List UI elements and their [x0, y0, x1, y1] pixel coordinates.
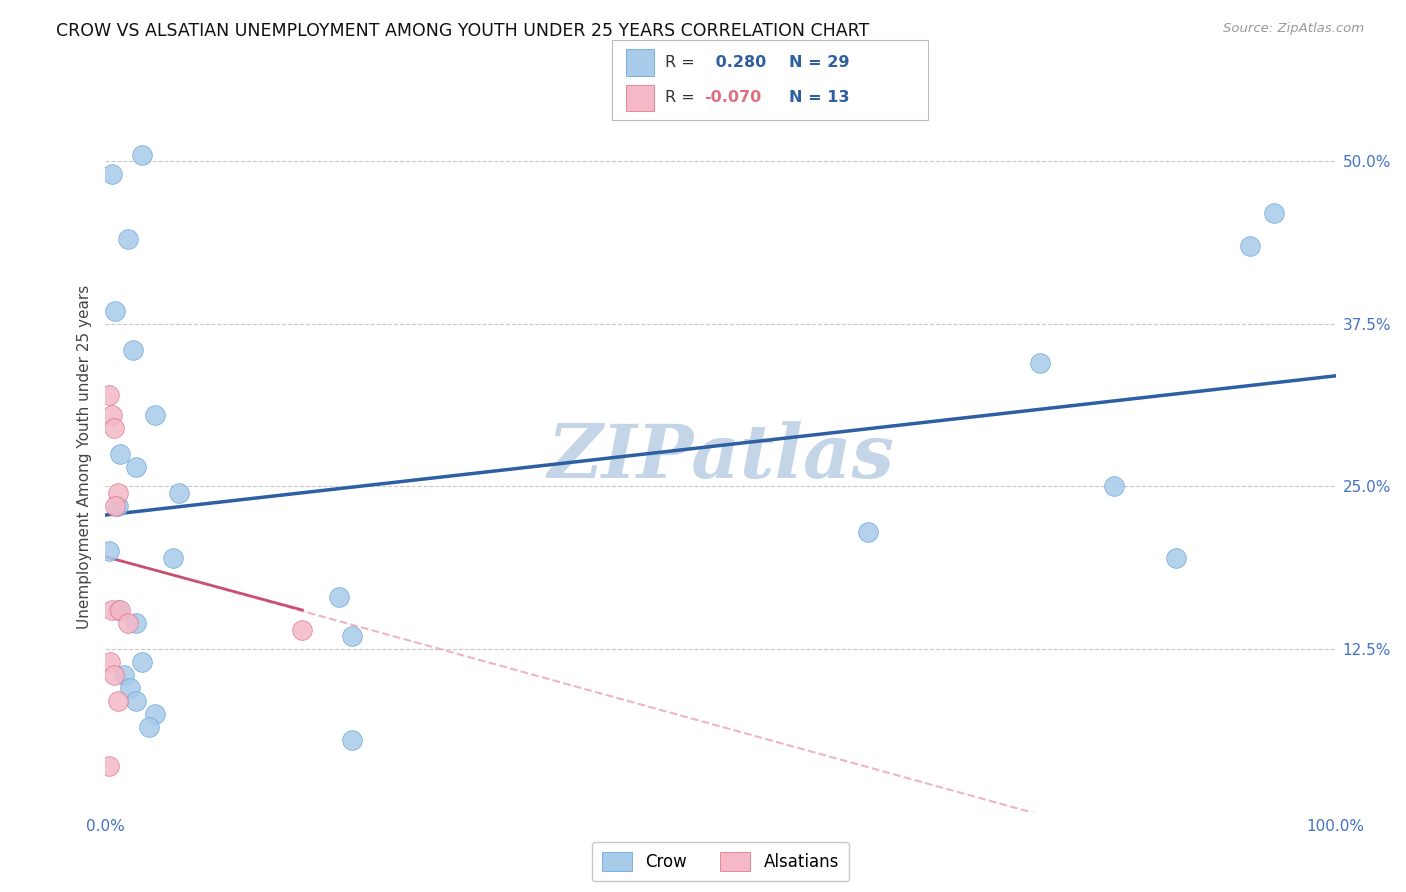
Point [131, 147, 153, 161]
Text: Source: ZipAtlas.com: Source: ZipAtlas.com [1223, 22, 1364, 36]
Y-axis label: Unemployment Among Youth under 25 years: Unemployment Among Youth under 25 years [76, 285, 91, 629]
Point [103, 421, 125, 435]
Point [120, 681, 141, 695]
Text: -0.070: -0.070 [704, 90, 762, 105]
Point [169, 486, 191, 500]
Point [858, 524, 880, 539]
Point [107, 499, 129, 513]
Point [107, 694, 129, 708]
Point [104, 499, 127, 513]
Point [121, 343, 143, 357]
Point [98, 759, 121, 773]
Point [107, 486, 129, 500]
Text: ZIPatlas: ZIPatlas [547, 421, 894, 493]
Point [340, 629, 363, 643]
Point [1239, 238, 1261, 252]
Legend: Crow, Alsatians: Crow, Alsatians [592, 842, 849, 881]
Point [104, 303, 127, 318]
Point [98, 544, 121, 558]
Point [162, 551, 184, 566]
Point [103, 668, 125, 682]
Point [110, 447, 132, 461]
Point [131, 655, 153, 669]
Point [100, 167, 122, 181]
Point [138, 720, 160, 734]
Point [143, 707, 166, 722]
Point [1029, 356, 1052, 370]
Point [340, 733, 363, 747]
Point [1263, 206, 1285, 220]
Point [100, 408, 122, 422]
Point [125, 615, 148, 630]
Point [110, 603, 132, 617]
Point [1164, 551, 1187, 566]
Point [328, 590, 350, 604]
Text: R =: R = [665, 55, 700, 70]
Point [107, 603, 129, 617]
Point [117, 615, 139, 630]
Point [291, 623, 314, 637]
Point [1102, 479, 1125, 493]
Text: 0.280: 0.280 [710, 55, 766, 70]
Text: N = 29: N = 29 [789, 55, 849, 70]
Point [98, 388, 121, 402]
Point [125, 694, 148, 708]
Text: N = 13: N = 13 [789, 90, 849, 105]
Text: CROW VS ALSATIAN UNEMPLOYMENT AMONG YOUTH UNDER 25 YEARS CORRELATION CHART: CROW VS ALSATIAN UNEMPLOYMENT AMONG YOUT… [56, 22, 869, 40]
Point [100, 603, 122, 617]
Point [143, 408, 166, 422]
Point [117, 232, 139, 246]
Point [125, 459, 148, 474]
Text: R =: R = [665, 90, 700, 105]
Point [98, 655, 122, 669]
Point [112, 668, 135, 682]
